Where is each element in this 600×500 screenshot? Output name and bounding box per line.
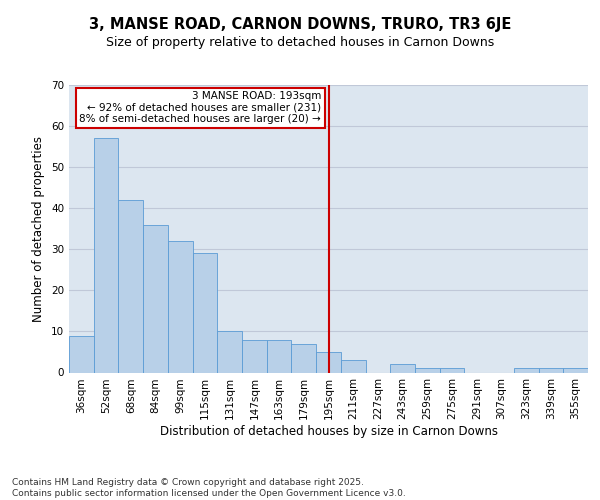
Text: 3 MANSE ROAD: 193sqm
← 92% of detached houses are smaller (231)
8% of semi-detac: 3 MANSE ROAD: 193sqm ← 92% of detached h… — [79, 91, 321, 124]
Bar — [539, 368, 563, 372]
Bar — [440, 368, 464, 372]
Bar — [242, 340, 267, 372]
Bar — [563, 368, 588, 372]
Bar — [390, 364, 415, 372]
Bar — [316, 352, 341, 372]
Bar — [168, 241, 193, 372]
Bar — [118, 200, 143, 372]
Bar — [341, 360, 365, 372]
Text: 3, MANSE ROAD, CARNON DOWNS, TRURO, TR3 6JE: 3, MANSE ROAD, CARNON DOWNS, TRURO, TR3 … — [89, 18, 511, 32]
Bar — [514, 368, 539, 372]
Bar — [217, 332, 242, 372]
Text: Contains HM Land Registry data © Crown copyright and database right 2025.
Contai: Contains HM Land Registry data © Crown c… — [12, 478, 406, 498]
Bar — [193, 254, 217, 372]
Bar — [69, 336, 94, 372]
Bar — [267, 340, 292, 372]
X-axis label: Distribution of detached houses by size in Carnon Downs: Distribution of detached houses by size … — [160, 425, 497, 438]
Bar — [94, 138, 118, 372]
Text: Size of property relative to detached houses in Carnon Downs: Size of property relative to detached ho… — [106, 36, 494, 49]
Bar — [292, 344, 316, 372]
Y-axis label: Number of detached properties: Number of detached properties — [32, 136, 46, 322]
Bar — [143, 224, 168, 372]
Bar — [415, 368, 440, 372]
